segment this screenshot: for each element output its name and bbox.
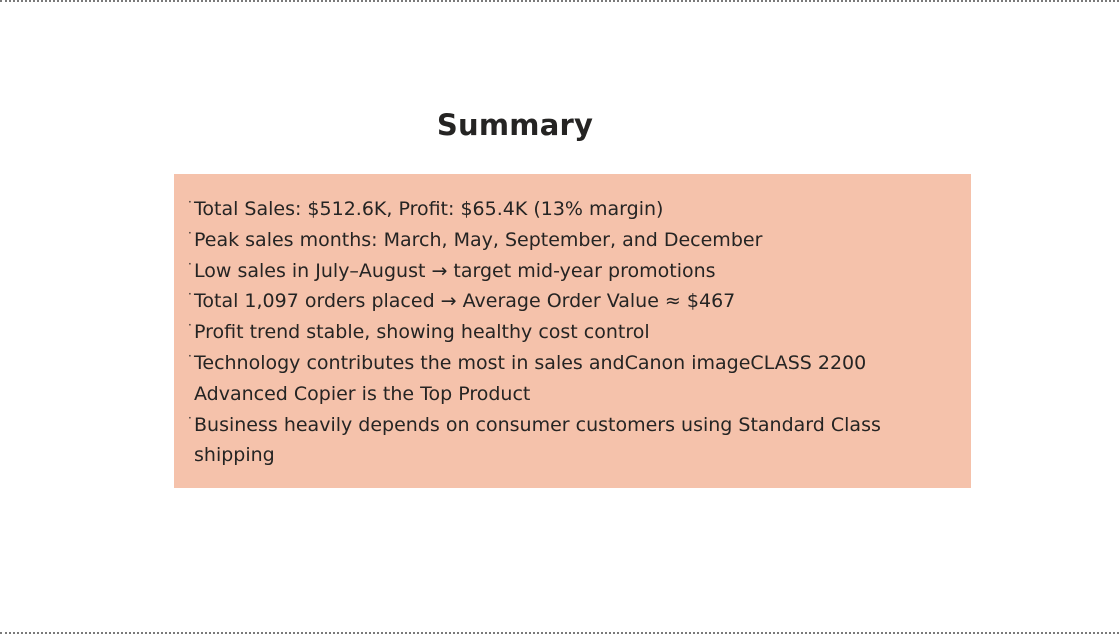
- slide-top-border: [0, 0, 1119, 2]
- summary-bullet: · Total 1,097 orders placed → Average Or…: [188, 286, 941, 317]
- bullet-text: Peak sales months: March, May, September…: [194, 228, 763, 251]
- summary-bullet: · Technology contributes the most in sal…: [188, 348, 941, 410]
- bullet-text: Technology contributes the most in sales…: [194, 351, 867, 405]
- summary-textbox: · Total Sales: $512.6K, Profit: $65.4K (…: [174, 174, 971, 488]
- bullet-dot-icon: ·: [188, 195, 192, 209]
- bullet-dot-icon: ·: [188, 318, 192, 333]
- summary-bullet: · Business heavily depends on consumer c…: [188, 410, 941, 472]
- bullet-text: Profit trend stable, showing healthy cos…: [194, 321, 650, 344]
- summary-bullet: · Total Sales: $512.6K, Profit: $65.4K (…: [188, 194, 941, 225]
- slide-bottom-border: [0, 632, 1119, 634]
- summary-bullet: · Peak sales months: March, May, Septemb…: [188, 225, 941, 256]
- summary-title: Summary: [436, 108, 594, 142]
- bullet-dot-icon: ·: [188, 256, 192, 271]
- bullet-text: Total 1,097 orders placed → Average Orde…: [194, 290, 736, 313]
- summary-bullet-list: · Total Sales: $512.6K, Profit: $65.4K (…: [188, 194, 941, 471]
- summary-bullet: · Low sales in July–August → target mid-…: [188, 256, 941, 287]
- bullet-text: Total Sales: $512.6K, Profit: $65.4K (13…: [194, 198, 664, 220]
- bullet-text: Low sales in July–August → target mid-ye…: [194, 259, 716, 282]
- bullet-dot-icon: ·: [188, 287, 192, 302]
- bullet-text: Business heavily depends on consumer cus…: [194, 413, 881, 467]
- bullet-dot-icon: ·: [188, 348, 192, 363]
- summary-bullet: · Profit trend stable, showing healthy c…: [188, 317, 941, 348]
- bullet-dot-icon: ·: [188, 410, 192, 425]
- bullet-dot-icon: ·: [188, 225, 192, 240]
